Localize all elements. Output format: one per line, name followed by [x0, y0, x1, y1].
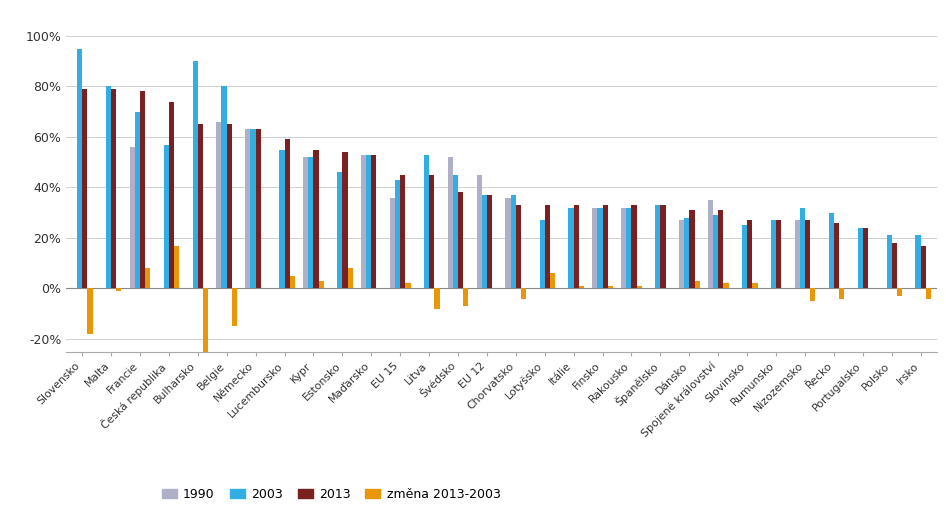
Bar	[447, 157, 453, 288]
Bar	[539, 220, 545, 288]
Bar	[724, 283, 728, 288]
Bar	[569, 208, 573, 288]
Bar	[232, 288, 237, 326]
Bar	[106, 86, 111, 288]
Bar	[592, 208, 597, 288]
Bar	[140, 92, 145, 288]
Bar	[255, 129, 261, 288]
Bar	[718, 210, 724, 288]
Bar	[434, 288, 440, 309]
Bar	[337, 172, 342, 288]
Bar	[708, 200, 713, 288]
Bar	[217, 122, 221, 288]
Bar	[516, 205, 521, 288]
Bar	[795, 220, 799, 288]
Bar	[752, 283, 758, 288]
Bar	[169, 102, 174, 288]
Bar	[607, 286, 613, 288]
Bar	[626, 208, 632, 288]
Bar	[285, 140, 289, 288]
Bar	[395, 180, 400, 288]
Bar	[679, 220, 684, 288]
Bar	[897, 288, 902, 296]
Bar	[545, 205, 550, 288]
Bar	[458, 192, 464, 288]
Bar	[579, 286, 584, 288]
Bar	[603, 205, 607, 288]
Bar	[920, 246, 926, 288]
Bar	[279, 149, 285, 288]
Bar	[453, 175, 458, 288]
Bar	[319, 281, 324, 288]
Bar	[511, 195, 516, 288]
Bar	[174, 246, 180, 288]
Bar	[771, 220, 776, 288]
Bar	[289, 276, 295, 288]
Bar	[713, 215, 718, 288]
Bar	[477, 175, 482, 288]
Bar	[632, 205, 637, 288]
Bar	[550, 273, 555, 288]
Bar	[221, 86, 227, 288]
Bar	[308, 157, 313, 288]
Bar	[193, 61, 198, 288]
Bar	[87, 288, 93, 334]
Bar	[227, 124, 232, 288]
Bar	[487, 195, 492, 288]
Bar	[164, 145, 169, 288]
Bar	[694, 281, 700, 288]
Bar	[833, 223, 839, 288]
Bar	[747, 220, 752, 288]
Bar	[400, 175, 406, 288]
Bar	[366, 155, 371, 288]
Bar	[77, 49, 82, 288]
Bar	[886, 235, 892, 288]
Bar	[347, 268, 353, 288]
Bar	[360, 155, 366, 288]
Bar	[799, 208, 805, 288]
Bar	[916, 235, 920, 288]
Bar	[130, 147, 134, 288]
Bar	[622, 208, 626, 288]
Bar	[776, 220, 781, 288]
Bar	[313, 149, 319, 288]
Bar	[829, 212, 833, 288]
Bar	[390, 197, 395, 288]
Bar	[656, 205, 660, 288]
Bar	[684, 218, 690, 288]
Bar	[371, 155, 377, 288]
Bar	[203, 288, 208, 352]
Bar	[742, 225, 747, 288]
Bar	[342, 152, 347, 288]
Bar	[429, 175, 434, 288]
Bar	[690, 210, 694, 288]
Bar	[839, 288, 844, 298]
Bar	[145, 268, 150, 288]
Bar	[573, 205, 579, 288]
Bar	[424, 155, 429, 288]
Bar	[810, 288, 815, 301]
Bar	[303, 157, 308, 288]
Bar	[858, 228, 863, 288]
Bar	[406, 283, 411, 288]
Bar	[82, 89, 87, 288]
Bar	[637, 286, 642, 288]
Bar	[111, 89, 116, 288]
Bar	[251, 129, 255, 288]
Bar	[134, 112, 140, 288]
Bar	[521, 288, 526, 298]
Bar	[245, 129, 251, 288]
Bar	[116, 288, 121, 291]
Bar	[198, 124, 203, 288]
Bar	[464, 288, 468, 306]
Bar	[505, 197, 511, 288]
Bar	[926, 288, 931, 298]
Bar	[892, 243, 897, 288]
Bar	[660, 205, 666, 288]
Legend: 1990, 2003, 2013, změna 2013-2003: 1990, 2003, 2013, změna 2013-2003	[157, 482, 505, 506]
Bar	[597, 208, 603, 288]
Bar	[863, 228, 868, 288]
Bar	[482, 195, 487, 288]
Bar	[805, 220, 810, 288]
